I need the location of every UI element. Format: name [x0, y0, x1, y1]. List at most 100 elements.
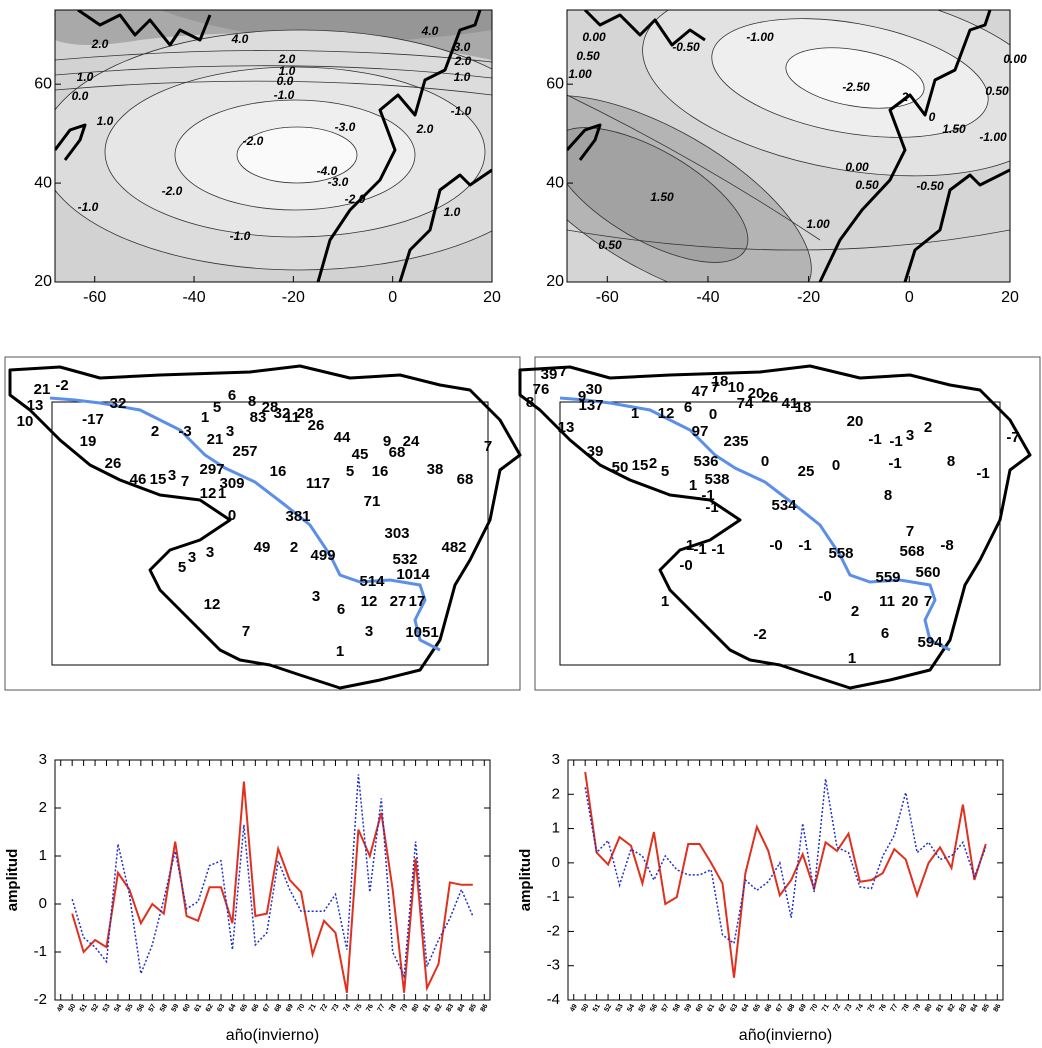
station-label: 24 — [403, 433, 420, 450]
station-label: 20 — [847, 413, 864, 430]
x-tick-label: 85 — [468, 1003, 478, 1013]
station-label: 17 — [409, 593, 426, 610]
y-tick-label: 20 — [34, 273, 52, 290]
x-tick-label: 80 — [924, 1003, 934, 1013]
station-label: 12 — [658, 405, 675, 422]
station-label: 28 — [262, 399, 279, 416]
y-tick-label: 2 — [552, 785, 560, 802]
station-label: -1 — [868, 431, 881, 448]
x-tick-label: 65 — [239, 1003, 249, 1013]
x-tick-label: 61 — [706, 1003, 716, 1013]
contour-label: 0.00 — [845, 160, 869, 174]
x-tick-label: 76 — [878, 1003, 888, 1013]
x-tick-label: 69 — [285, 1003, 295, 1013]
x-tick-label: -60 — [83, 289, 106, 306]
x-tick-label: 70 — [296, 1003, 306, 1013]
station-label: 2 — [851, 603, 859, 620]
station-label: 568 — [899, 543, 924, 560]
contour-label: 1.0 — [444, 205, 461, 219]
x-tick-label: 64 — [228, 1003, 238, 1013]
station-label: 12 — [361, 593, 378, 610]
x-tick-label: 84 — [457, 1003, 467, 1013]
x-tick-label: 69 — [798, 1003, 808, 1013]
x-tick-label: 83 — [958, 1003, 968, 1013]
x-tick-label: 55 — [638, 1003, 648, 1013]
station-label: 594 — [917, 634, 943, 651]
contour-label: 2.0 — [416, 122, 434, 136]
plot-frame — [567, 759, 1004, 1001]
contour-label: -0.50 — [672, 40, 700, 54]
station-label: 1 — [661, 593, 669, 610]
station-label: -0 — [818, 588, 831, 605]
x-tick-label: 56 — [136, 1003, 146, 1013]
contour-label: 0 — [929, 110, 936, 124]
station-label: 5 — [661, 463, 669, 480]
y-tick-label: 0 — [39, 895, 47, 912]
plot-frame — [54, 759, 491, 1001]
station-label: 68 — [457, 471, 474, 488]
station-label: -0 — [769, 537, 782, 554]
x-tick-label: 51 — [79, 1003, 89, 1013]
contour-label: 0.50 — [985, 84, 1009, 98]
x-tick-label: 74 — [342, 1003, 352, 1013]
x-tick-label: 61 — [193, 1003, 203, 1013]
contour-label: 1.0 — [454, 70, 471, 84]
x-tick-label: 20 — [483, 289, 501, 306]
contour-label: 4.0 — [231, 32, 249, 46]
station-label: 6 — [881, 625, 889, 642]
data-line — [71, 774, 474, 979]
x-tick-label: 0 — [388, 289, 397, 306]
y-tick-label: 60 — [34, 75, 52, 92]
station-label: 514 — [359, 573, 385, 590]
y-tick-label: -2 — [547, 922, 560, 939]
x-tick-label: 75 — [354, 1003, 364, 1013]
station-label: 5 — [178, 559, 186, 576]
contour-label: -4.0 — [317, 164, 338, 178]
x-tick-label: 51 — [592, 1003, 602, 1013]
station-label: 536 — [693, 453, 718, 470]
station-label: 83 — [250, 409, 267, 426]
plot-frame — [54, 9, 493, 283]
contour-label: 3.0 — [454, 40, 471, 54]
y-axis-label: amplitud — [517, 849, 534, 912]
x-tick-label: 59 — [684, 1003, 694, 1013]
contour-label: -2.50 — [842, 80, 870, 94]
station-label: 297 — [199, 461, 224, 478]
station-label: 0 — [832, 457, 840, 474]
station-label: 71 — [364, 493, 381, 510]
contour-label: 0.0 — [72, 89, 89, 103]
station-label: 20 — [902, 593, 919, 610]
station-label: 11 — [879, 593, 895, 610]
contour-label: 2 — [901, 90, 909, 104]
x-tick-label: 84 — [970, 1003, 980, 1013]
station-label: -7 — [1006, 429, 1019, 446]
station-label: 21 — [34, 381, 51, 398]
x-tick-label: 54 — [113, 1003, 123, 1013]
station-label: 39 — [587, 443, 604, 460]
station-label: 2 — [924, 419, 932, 436]
station-label: 32 — [274, 405, 291, 422]
station-label: 257 — [232, 443, 257, 460]
contour-label: -1.0 — [78, 200, 99, 214]
station-label: 1 — [201, 409, 209, 426]
x-tick-label: 79 — [399, 1003, 409, 1013]
station-label: 10 — [17, 413, 34, 430]
contour-label: 1.50 — [942, 122, 966, 136]
x-tick-label: 52 — [90, 1003, 100, 1013]
x-tick-label: 81 — [935, 1003, 945, 1013]
x-tick-label: 56 — [649, 1003, 659, 1013]
x-axis-label: año(invierno) — [226, 1027, 319, 1044]
station-label: 3 — [906, 427, 914, 444]
y-tick-label: 1 — [39, 847, 47, 864]
station-label: 1 — [218, 485, 226, 502]
x-tick-label: 68 — [787, 1003, 797, 1013]
station-label: -8 — [940, 537, 953, 554]
station-label: 3 — [312, 588, 320, 605]
station-label: 6 — [228, 387, 236, 404]
x-tick-label: 86 — [480, 1003, 490, 1013]
y-tick-label: -1 — [547, 888, 560, 905]
y-tick-label: -2 — [34, 991, 47, 1008]
station-label: 534 — [771, 497, 797, 514]
x-tick-label: 53 — [102, 1003, 112, 1013]
station-label: 39 — [541, 366, 558, 383]
